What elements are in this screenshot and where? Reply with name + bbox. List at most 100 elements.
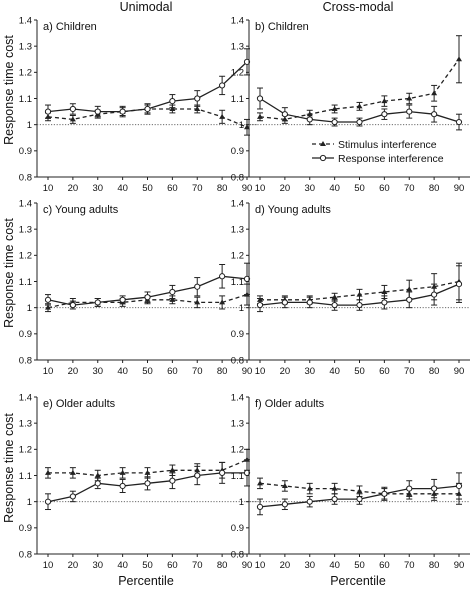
panel-2: 0.8 0.9 1 1.1 1.2 1.3 1.4 10 20 30 40 50 60 70 80 90 b) …	[231, 15, 470, 194]
x-tick-label: 60	[379, 183, 390, 194]
data-point	[194, 105, 201, 111]
data-point	[69, 116, 76, 122]
xlabel-left: Percentile	[118, 574, 174, 588]
y-tick-label: 1.1	[231, 277, 244, 288]
y-tick-label: 1.2	[231, 68, 244, 79]
data-point	[94, 472, 101, 478]
data-point	[306, 116, 313, 123]
data-point	[381, 288, 388, 294]
y-tick-label: 1.1	[19, 277, 32, 288]
y-tick-label: 1	[27, 303, 32, 314]
data-point	[219, 299, 226, 305]
data-point	[456, 56, 462, 62]
panel-label: d) Young adults	[255, 204, 331, 216]
y-tick-label: 1	[239, 120, 244, 131]
y-tick-label: 1.4	[231, 15, 244, 26]
y-tick-label: 1.4	[19, 15, 32, 26]
series-response	[256, 472, 463, 516]
y-tick-label: 1.3	[19, 418, 32, 429]
panel-label: e) Older adults	[43, 398, 116, 410]
x-tick-label: 70	[192, 560, 203, 571]
x-tick-label: 90	[242, 560, 253, 571]
y-tick-label: 1.3	[231, 41, 244, 52]
data-point	[356, 103, 363, 109]
y-tick-label: 1	[239, 303, 244, 314]
legend-response-label: Response interference	[338, 153, 444, 165]
data-point	[144, 480, 151, 487]
x-tick-label: 90	[242, 183, 253, 194]
data-point	[69, 469, 76, 475]
column-title-crossmodal: Cross-modal	[323, 0, 394, 14]
y-tick-label: 0.9	[231, 329, 244, 340]
data-point	[219, 469, 226, 476]
panel-3: 0.8 0.9 1 1.1 1.2 1.3 1.4 10 20 30 40 50 60 70 80 90 c) …	[19, 198, 258, 377]
series-response	[44, 262, 251, 310]
x-tick-label: 80	[217, 366, 228, 377]
x-tick-label: 30	[92, 366, 103, 377]
column-title-unimodal: Unimodal	[120, 0, 173, 14]
legend-stimulus-marker	[320, 141, 326, 146]
data-point	[381, 299, 388, 306]
data-point	[256, 503, 264, 510]
series-stimulus	[257, 35, 462, 124]
panel-4: 0.8 0.9 1 1.1 1.2 1.3 1.4 10 20 30 40 50 60 70 80 90 d) …	[231, 198, 470, 377]
y-tick-label: 1.4	[231, 392, 244, 403]
y-tick-label: 0.9	[231, 146, 244, 157]
data-point	[455, 482, 463, 490]
data-point	[45, 304, 51, 310]
data-point	[69, 301, 76, 309]
x-tick-label: 70	[404, 560, 415, 571]
series-response	[256, 265, 463, 313]
data-point	[119, 482, 126, 490]
x-tick-label: 40	[329, 183, 340, 194]
data-point	[69, 493, 76, 500]
x-tick-label: 50	[354, 366, 365, 377]
x-tick-label: 10	[255, 366, 266, 377]
panel-5: 0.8 0.9 1 1.1 1.2 1.3 1.4 10 20 30 40 50 60 70 80 90 e) …	[19, 392, 258, 571]
data-point	[169, 477, 176, 484]
data-point	[356, 301, 363, 309]
data-point	[306, 299, 313, 306]
data-point	[331, 105, 338, 111]
y-tick-label: 1.2	[19, 68, 32, 79]
data-point	[356, 488, 363, 494]
x-tick-label: 20	[280, 366, 291, 377]
y-tick-label: 1	[239, 497, 244, 508]
data-point	[219, 82, 226, 89]
data-point	[406, 296, 413, 303]
x-tick-label: 40	[117, 366, 128, 377]
x-tick-label: 30	[304, 366, 315, 377]
x-tick-label: 60	[167, 560, 178, 571]
y-tick-label: 0.8	[231, 355, 244, 366]
panel-label: a) Children	[43, 21, 97, 33]
panel-1: 0.8 0.9 1 1.1 1.2 1.3 1.4 10 20 30 40 50 60 70 80 90 a) …	[19, 15, 258, 194]
y-tick-label: 1.4	[19, 392, 32, 403]
data-point	[256, 301, 264, 309]
legend-response-marker	[319, 154, 327, 162]
x-tick-label: 50	[142, 560, 153, 571]
x-tick-label: 10	[43, 560, 54, 571]
data-point	[219, 113, 226, 119]
y-tick-label: 1.2	[19, 445, 32, 456]
x-tick-label: 80	[429, 366, 440, 377]
x-tick-label: 10	[43, 183, 54, 194]
data-point	[431, 485, 438, 492]
y-tick-label: 1.3	[19, 41, 32, 52]
data-point	[169, 467, 176, 473]
y-tick-label: 0.8	[231, 549, 244, 560]
x-tick-label: 60	[379, 560, 390, 571]
series-stimulus	[45, 448, 250, 482]
y-tick-label: 1.3	[231, 224, 244, 235]
data-point	[331, 495, 338, 503]
x-tick-label: 30	[92, 560, 103, 571]
data-point	[94, 299, 101, 306]
y-tick-label: 0.9	[19, 329, 32, 340]
data-point	[306, 485, 313, 491]
x-tick-label: 90	[454, 366, 465, 377]
x-tick-label: 70	[404, 183, 415, 194]
x-tick-label: 50	[354, 560, 365, 571]
x-tick-label: 20	[68, 366, 79, 377]
data-point	[281, 482, 288, 488]
y-tick-label: 1.1	[231, 94, 244, 105]
